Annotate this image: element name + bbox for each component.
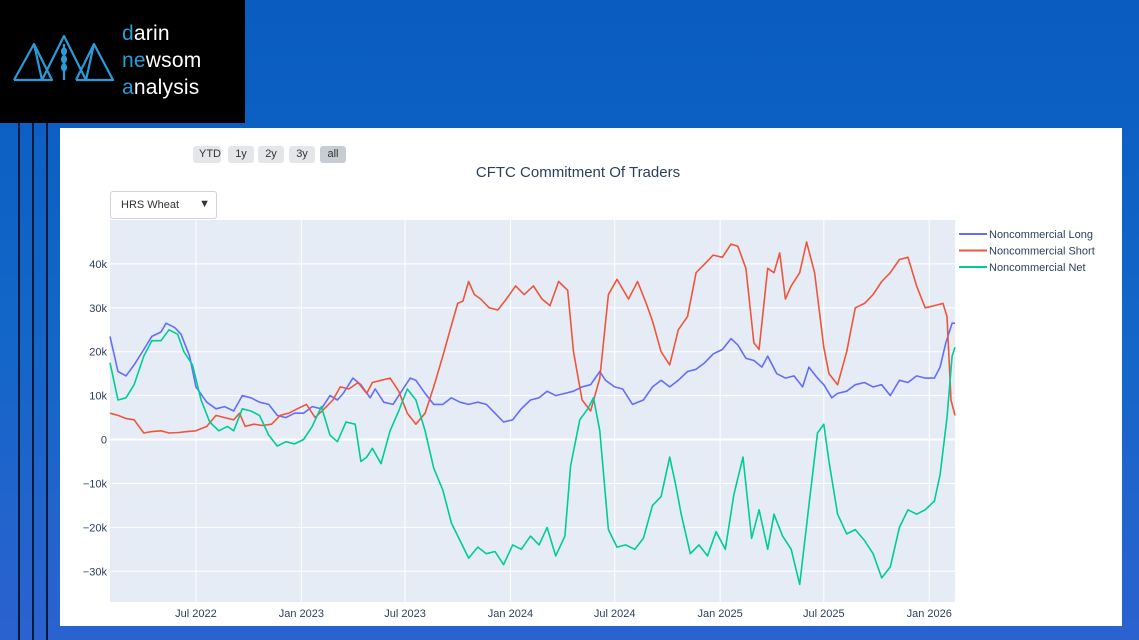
series-line-0 (109, 322, 955, 423)
brand-line-2-accent: ne (122, 49, 146, 72)
y-tick-label-1: −20k (83, 522, 108, 534)
y-tick-label-5: 20k (89, 347, 107, 359)
brand-line-2: som (161, 49, 202, 72)
mountain-wheat-icon (13, 34, 115, 82)
x-tick-label-4: Jul 2024 (594, 608, 636, 620)
y-tick-label-4: 10k (89, 391, 107, 403)
y-axis: −30k −20k −10k 0 10k 20k 30k 40k (83, 259, 108, 578)
legend-label-0[interactable]: Noncommercial Long (989, 229, 1093, 241)
dropdown-selected-value: HRS Wheat (121, 199, 180, 211)
range-button-all[interactable]: all (320, 146, 346, 163)
legend-label-2[interactable]: Noncommercial Net (989, 262, 1086, 274)
chart-title: CFTC Commitment Of Traders (476, 164, 680, 181)
range-button-3y[interactable]: 3y (289, 146, 315, 163)
brand-line-3: nalysis (133, 76, 200, 99)
brand-line-1-accent: d (122, 22, 134, 45)
y-tick-label-2: −10k (83, 478, 108, 490)
x-tick-label-6: Jul 2025 (803, 608, 845, 620)
y-tick-label-0: −30k (83, 566, 108, 578)
border-line-2 (32, 123, 34, 640)
x-tick-label-2: Jul 2023 (384, 608, 426, 620)
y-tick-label-6: 30k (89, 303, 107, 315)
brand-line-2-mid: w (145, 49, 162, 72)
border-line-3 (46, 123, 48, 640)
commodity-dropdown[interactable]: HRS Wheat ▼ (110, 191, 217, 219)
brand-line-3-accent: a (122, 76, 134, 99)
y-tick-label-3: 0 (101, 435, 107, 447)
x-tick-label-7: Jan 2026 (907, 608, 952, 620)
x-tick-label-1: Jan 2023 (279, 608, 324, 620)
cot-line-chart: CFTC Commitment Of Traders −30k −20k −10k 0… (83, 164, 1095, 620)
range-button-ytd[interactable]: YTD (193, 146, 221, 163)
range-button-1y[interactable]: 1y (228, 146, 254, 163)
x-tick-label-5: Jan 2025 (697, 608, 742, 620)
chart-card: YTD 1y 2y 3y all HRS Wheat ▼ CFTC Commit… (60, 128, 1122, 626)
x-tick-label-0: Jul 2022 (175, 608, 217, 620)
x-tick-label-3: Jan 2024 (488, 608, 533, 620)
y-tick-label-7: 40k (89, 259, 107, 271)
brand-line-1: arin (133, 22, 170, 45)
brand-logo: darin newsom analysis (0, 0, 245, 123)
grid-lines (110, 220, 955, 602)
series-line-2 (109, 329, 956, 586)
brand-name: darin newsom analysis (122, 20, 201, 101)
x-axis: Jul 2022 Jan 2023 Jul 2023 Jan 2024 Jul 2024… (175, 608, 952, 620)
legend: Noncommercial Long Noncommercial Short Non… (959, 229, 1095, 274)
chevron-down-icon: ▼ (199, 198, 210, 210)
plot-background (110, 220, 955, 602)
series-lines (109, 241, 956, 586)
series-line-1 (109, 241, 956, 434)
legend-label-1[interactable]: Noncommercial Short (989, 246, 1095, 258)
range-button-2y[interactable]: 2y (258, 146, 284, 163)
border-line-1 (18, 123, 20, 640)
